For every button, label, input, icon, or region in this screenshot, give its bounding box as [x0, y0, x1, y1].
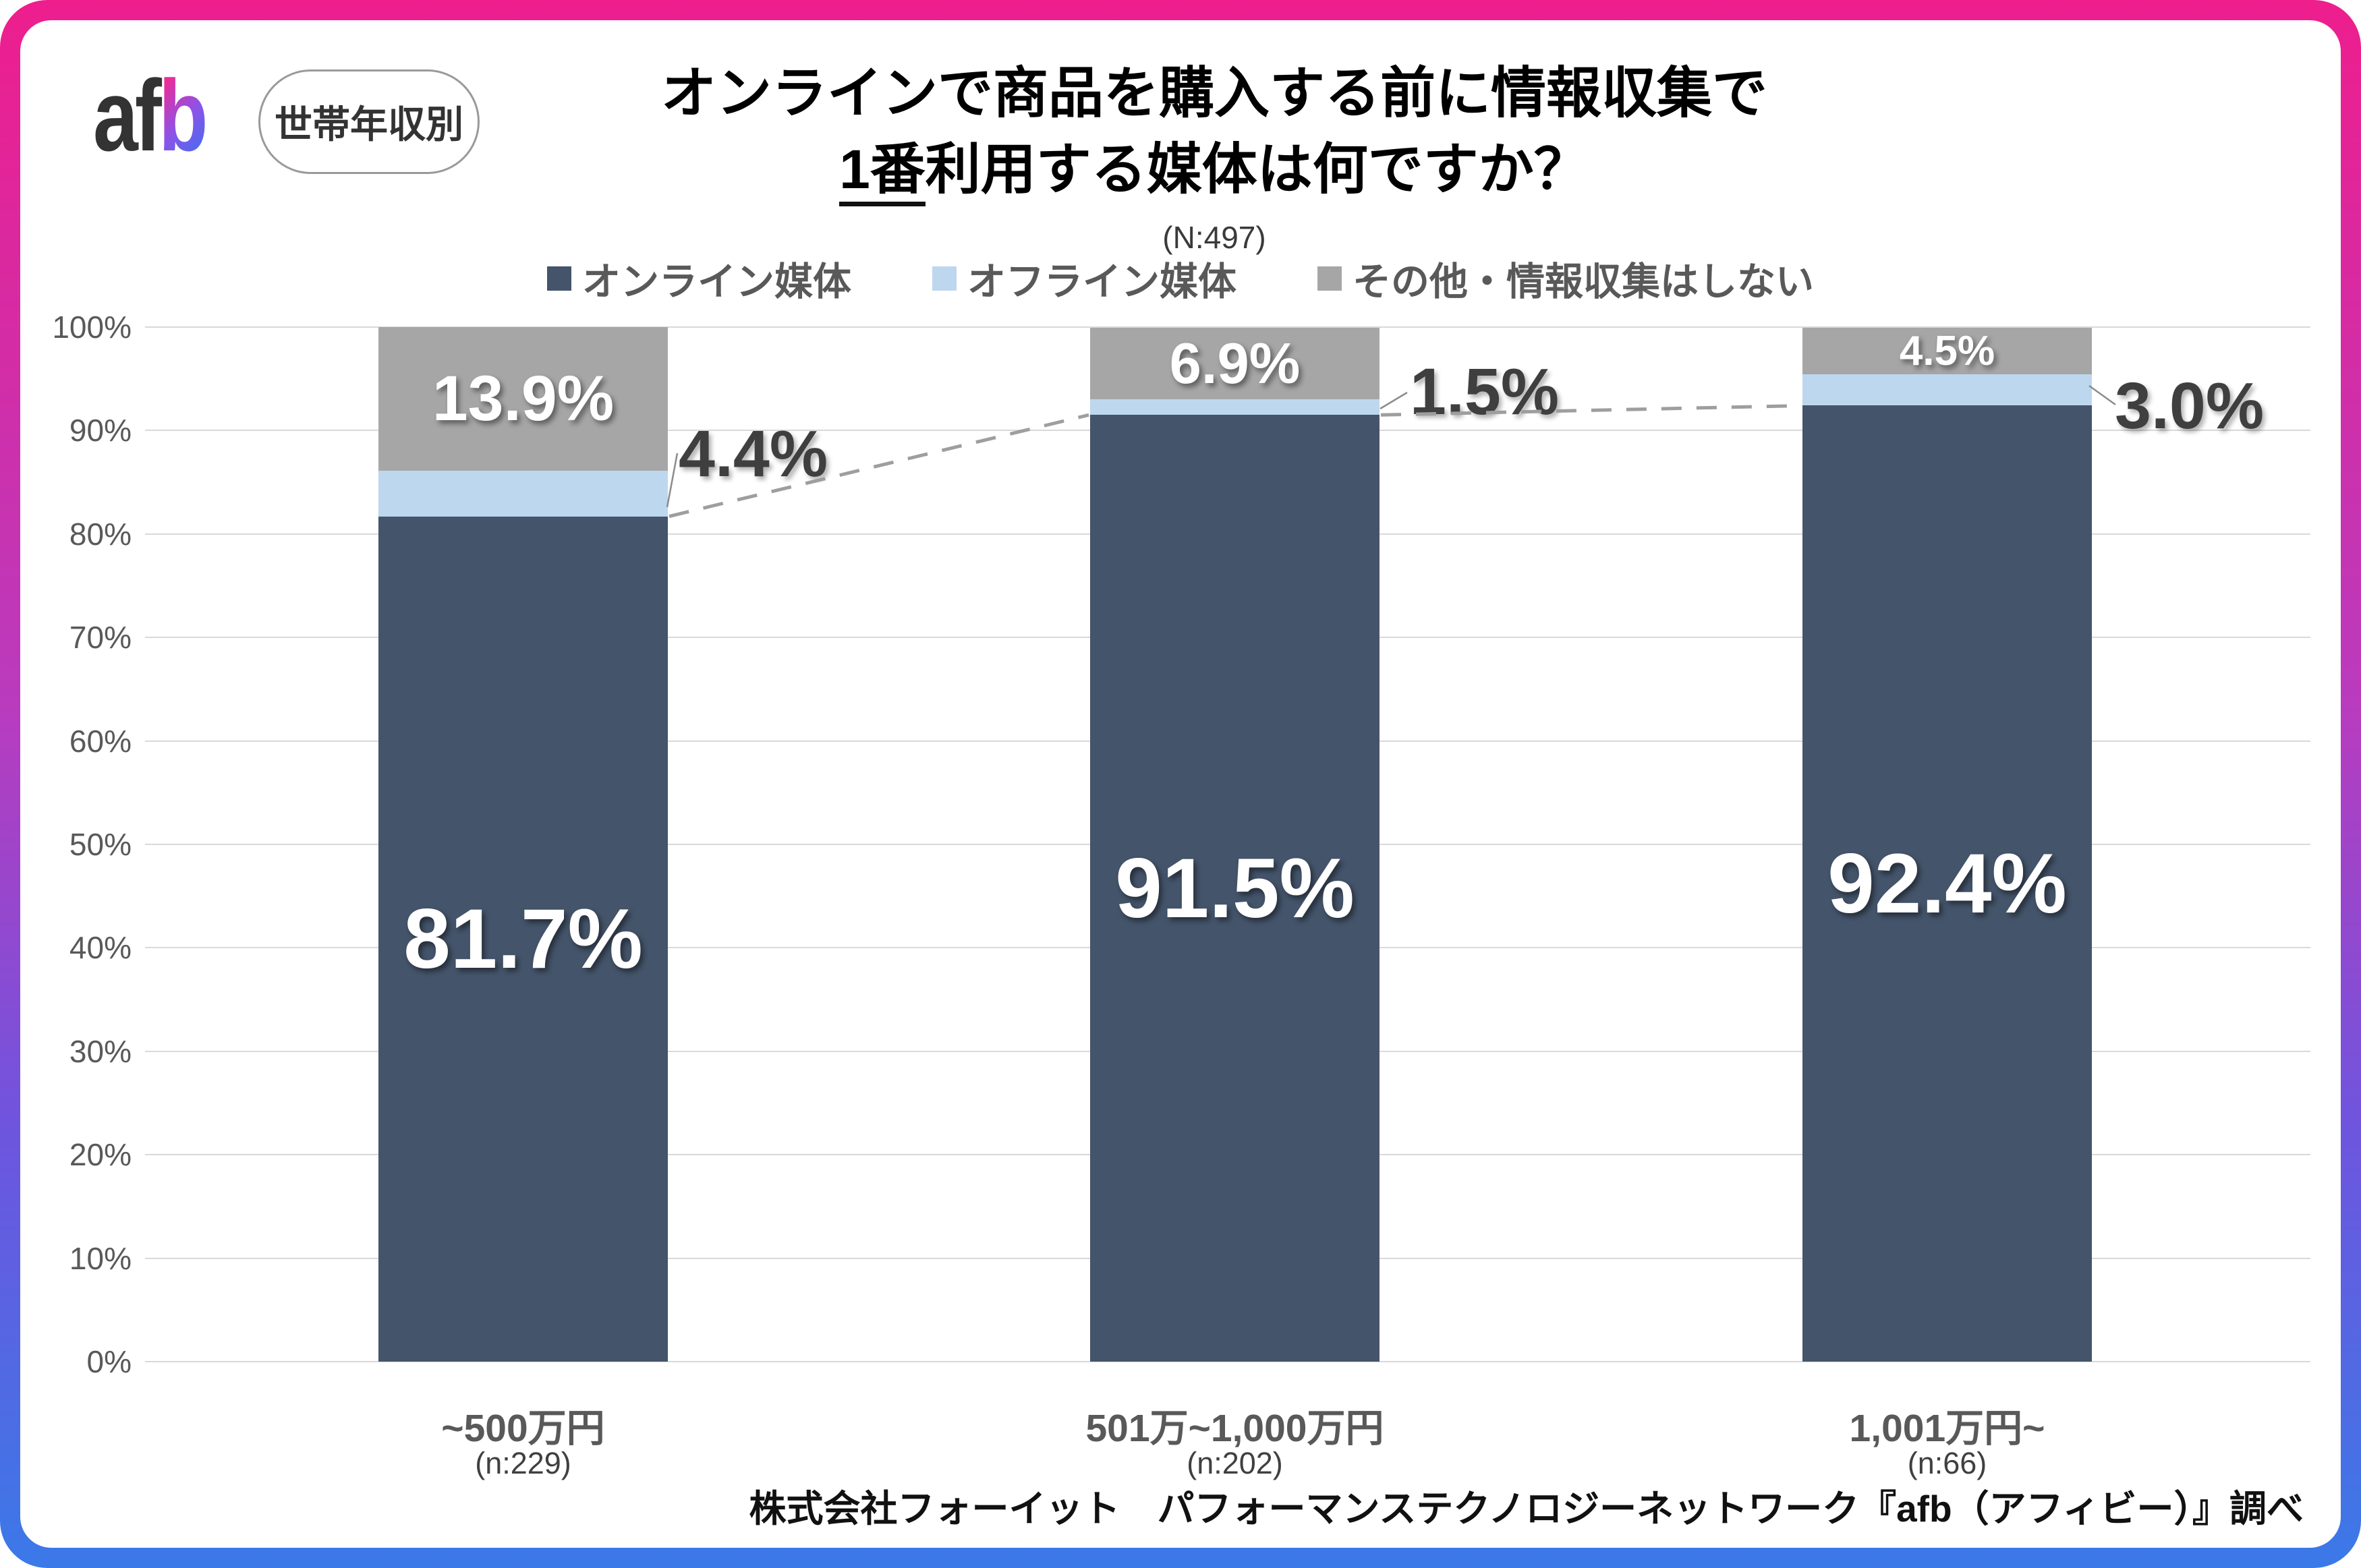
online-value-label: 81.7%: [403, 892, 643, 986]
chart-title: オンラインで商品を購入する前に情報収集で 1番利用する媒体は何ですか？ (N:4…: [236, 59, 2192, 256]
y-tick-70%: 70%: [69, 620, 132, 656]
y-tick-90%: 90%: [69, 413, 132, 448]
other-value-label: 6.9%: [1169, 331, 1301, 396]
x-category-sample-label: (n:229): [475, 1446, 571, 1480]
legend-label: オンライン媒体: [582, 260, 851, 303]
x-category-label: 501万~1,000万円: [1085, 1407, 1384, 1450]
offline-value-label: 3.0%: [2115, 369, 2265, 442]
gridline-0%: [145, 1361, 2310, 1362]
bar-1-segment-1: [1090, 399, 1379, 415]
online-value-label: 91.5%: [1115, 841, 1355, 935]
legend-swatch-icon: [547, 266, 571, 291]
y-tick-20%: 20%: [69, 1137, 132, 1173]
total-sample-size: (N:497): [1162, 220, 1266, 255]
legend-item-0: オンライン媒体: [547, 251, 851, 306]
bar-2-segment-2: [1802, 328, 2092, 375]
bar-0-segment-0: [378, 516, 668, 1362]
other-value-label: 4.5%: [1899, 327, 1995, 374]
segment-badge-label: 世帯年収別: [275, 103, 463, 146]
chart-title-line1: オンラインで商品を購入する前に情報収集で: [660, 63, 1767, 124]
legend-label: オフライン媒体: [967, 260, 1236, 303]
y-tick-80%: 80%: [69, 516, 132, 552]
chart-title-line2: 1番利用する媒体は何ですか？: [236, 136, 2192, 206]
x-category-sample-label: (n:66): [1907, 1446, 1987, 1480]
x-category-sample-label: (n:202): [1187, 1446, 1283, 1480]
gridline-100%: [145, 326, 2310, 328]
y-tick-100%: 100%: [52, 309, 132, 345]
bar-0-segment-1: [378, 471, 668, 517]
bar-1-segment-0: [1090, 415, 1379, 1362]
bar-1-segment-2: [1090, 328, 1379, 400]
x-category-label: ~500万円: [441, 1407, 605, 1450]
bar-0-segment-2: [378, 326, 668, 471]
chart-title-underlined: 1番: [839, 138, 926, 206]
legend-label: その他・情報収集はしない: [1353, 260, 1814, 303]
y-tick-40%: 40%: [69, 930, 132, 966]
legend-swatch-icon: [1317, 266, 1342, 291]
y-tick-0%: 0%: [86, 1344, 132, 1379]
legend: オンライン媒体 オフライン媒体 その他・情報収集はしない: [0, 251, 2361, 306]
legend-item-2: その他・情報収集はしない: [1317, 251, 1814, 306]
source-note: 株式会社フォーイット パフォーマンステクノロジーネットワーク『afb（アフィビー…: [749, 1488, 2304, 1530]
bar-2-segment-1: [1802, 374, 2092, 406]
segment-badge: 世帯年収別: [258, 69, 480, 174]
legend-item-1: オフライン媒体: [932, 251, 1236, 306]
bar-2-segment-0: [1802, 405, 2092, 1362]
offline-value-label: 4.4%: [679, 417, 828, 490]
y-tick-30%: 30%: [69, 1033, 132, 1069]
x-category-label: 1,001万円~: [1849, 1407, 2045, 1450]
offline-value-label: 1.5%: [1410, 355, 1560, 428]
y-tick-10%: 10%: [69, 1240, 132, 1276]
online-value-label: 92.4%: [1827, 836, 2067, 931]
legend-swatch-icon: [932, 266, 957, 291]
y-tick-50%: 50%: [69, 826, 132, 862]
afb-logo-gradient-part: b: [159, 59, 208, 172]
afb-logo-dark-part: af: [93, 59, 162, 172]
y-tick-60%: 60%: [69, 723, 132, 759]
chart-title-line2-rest: 利用する媒体は何ですか？: [925, 138, 1589, 200]
afb-logo: afb: [93, 65, 208, 166]
other-value-label: 13.9%: [432, 363, 615, 435]
